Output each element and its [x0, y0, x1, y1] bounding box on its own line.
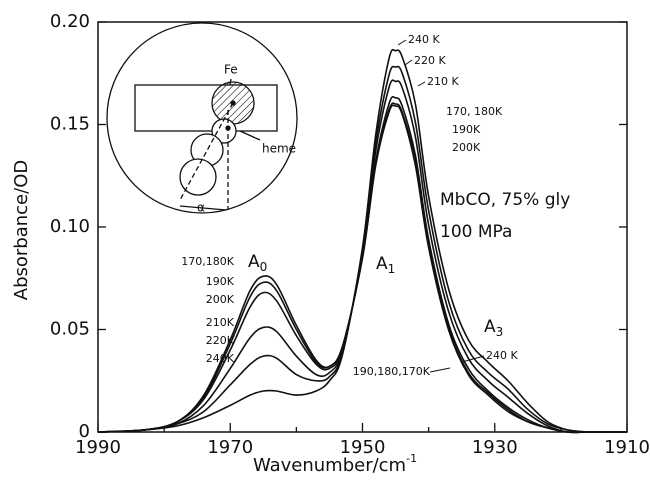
annotation: 240 K	[486, 349, 518, 362]
peak-label: A0	[248, 252, 267, 274]
peak-label-main: A	[484, 317, 496, 337]
annotation: MbCO, 75% gly	[440, 190, 570, 210]
annotation: 220 K	[414, 54, 446, 67]
peak-label-sub: 3	[496, 325, 504, 339]
x-tick-label: 1970	[207, 437, 253, 458]
x-axis-label-text: Wavenumber/cm	[253, 455, 406, 476]
annotation: 220K	[206, 334, 235, 347]
peak-label-sub: 1	[388, 262, 396, 276]
y-tick-label: 0.15	[50, 114, 90, 135]
annotation: 210K	[206, 316, 235, 329]
x-tick-label: 1950	[340, 437, 386, 458]
annotation: 190K	[452, 123, 481, 136]
leader-lines	[397, 39, 485, 373]
spectrum-line	[97, 96, 627, 434]
x-axis-label-sup: -1	[406, 452, 417, 465]
x-tick-label: 1990	[75, 437, 121, 458]
annotation: 200K	[206, 293, 235, 306]
x-axis-label: Wavenumber/cm-1	[253, 452, 417, 476]
spectrum-line	[97, 104, 627, 434]
y-tick-label: 0.20	[50, 11, 90, 32]
annotation: 190K	[206, 275, 235, 288]
annotation: 190,180,170K	[353, 365, 431, 378]
annotation: 170,180K	[181, 255, 234, 268]
y-tick-label: 0.05	[50, 319, 90, 340]
annotation: 240 K	[408, 33, 440, 46]
y-tick-label: 0.10	[50, 216, 90, 237]
y-tick-label: 0	[79, 421, 90, 442]
y-axis-label: Absorbance/OD	[11, 160, 32, 300]
inset-label: Fe	[224, 63, 238, 77]
spectrum-line	[97, 79, 627, 434]
peak-label: A1	[376, 254, 395, 276]
peak-label-main: A	[376, 254, 388, 274]
x-tick-label: 1930	[472, 437, 518, 458]
annotation: 240K	[206, 352, 235, 365]
annotation: 210 K	[427, 75, 459, 88]
inset-diagram	[106, 22, 298, 214]
inset-label: heme	[262, 142, 296, 156]
spectrum-line	[97, 102, 627, 434]
annotation: 200K	[452, 141, 481, 154]
peak-label-main: A	[248, 252, 260, 272]
annotation: 170, 180K	[446, 105, 503, 118]
inset-label: α	[197, 201, 205, 215]
peak-label: A3	[484, 317, 503, 339]
annotation: 100 MPa	[440, 222, 512, 242]
spectrum-line	[97, 65, 627, 433]
x-tick-label: 1910	[604, 437, 650, 458]
peak-label-sub: 0	[260, 260, 268, 274]
spectrum-line	[97, 48, 627, 433]
